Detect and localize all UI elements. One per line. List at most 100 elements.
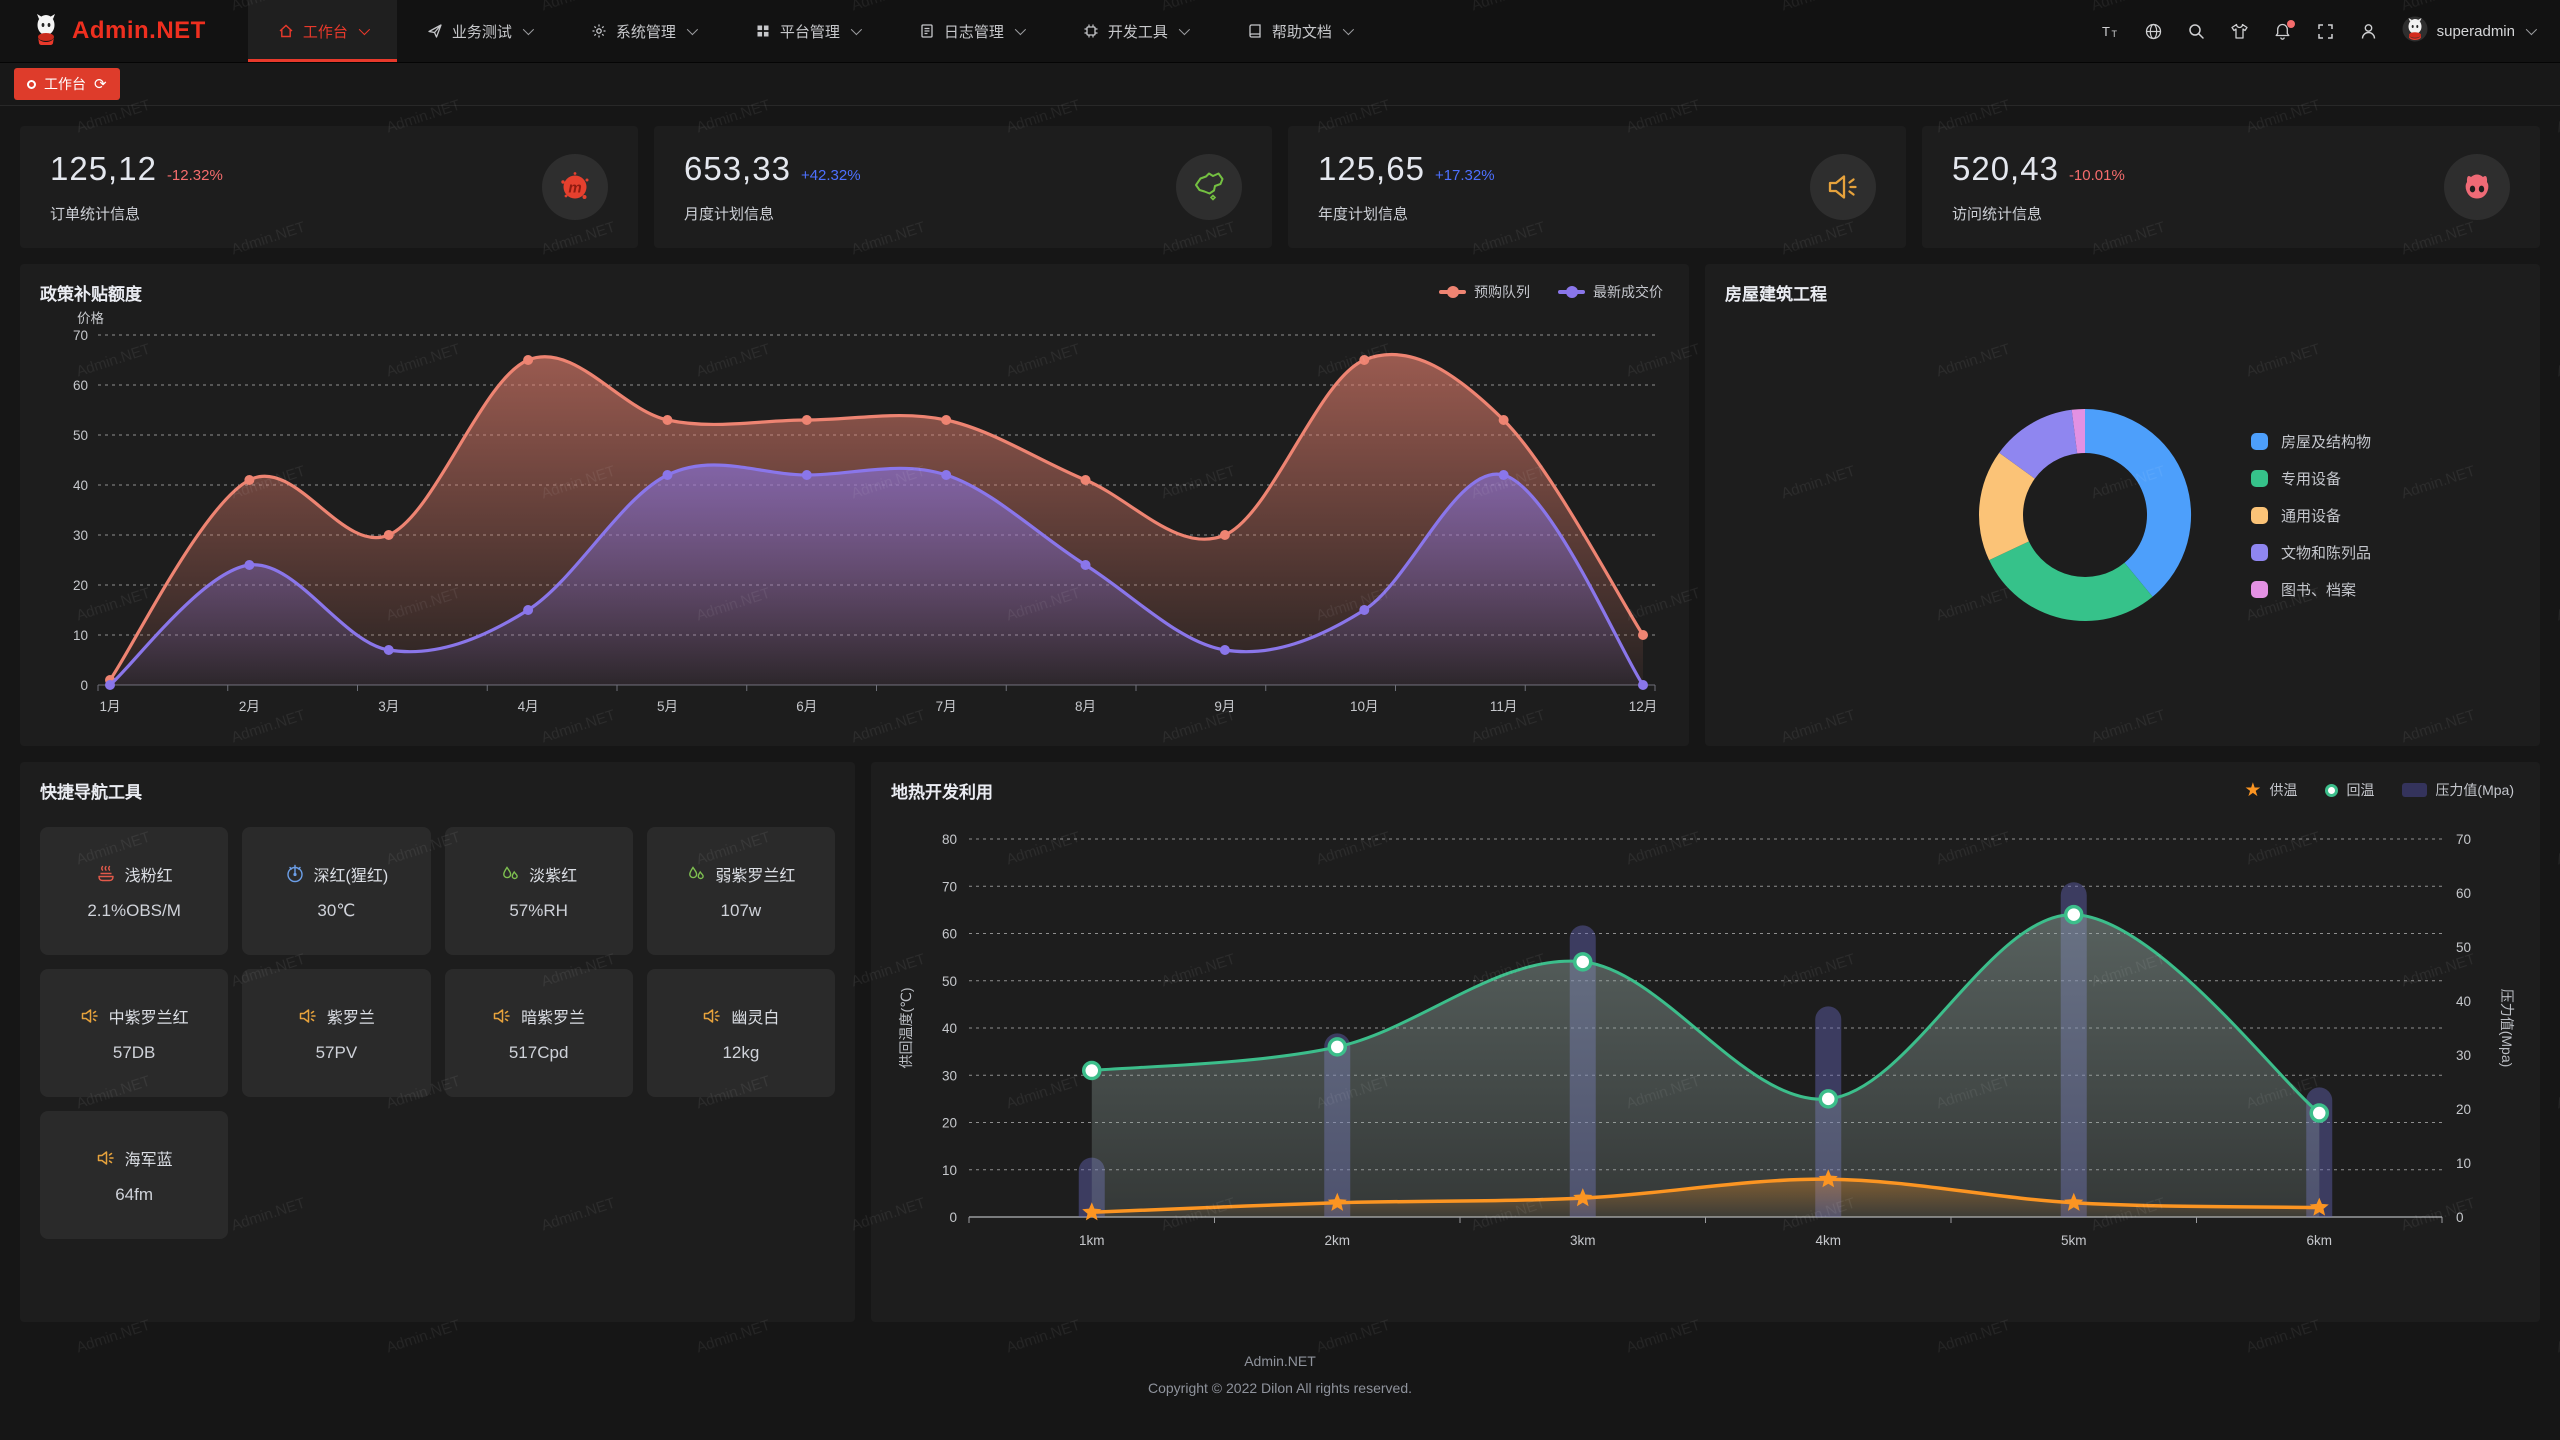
tool-card[interactable]: 紫罗兰 57PV [242, 969, 431, 1097]
panel-title: 政策补贴额度 [40, 285, 142, 304]
stat-trend: -10.01% [2068, 167, 2125, 184]
meetup-icon: m [542, 154, 608, 220]
svg-text:30: 30 [73, 528, 88, 543]
legend-marker [1558, 286, 1585, 298]
tools-grid: 浅粉红 2.1%OBS/M 深红(猩红) 30℃ 淡紫红 57%RH 弱紫罗兰红 107w 中紫… [40, 827, 835, 1239]
tab-dot-icon [27, 79, 36, 89]
svg-text:70: 70 [942, 879, 957, 894]
svg-text:0: 0 [949, 1210, 957, 1225]
legend-item[interactable]: 图书、档案 [2251, 579, 2371, 600]
fullscreen-icon[interactable] [2316, 22, 2335, 41]
tool-card[interactable]: 暗紫罗兰 517Cpd [444, 969, 633, 1097]
stat-card: 125,12 -12.32% 订单统计信息 m [20, 126, 638, 248]
tool-card[interactable]: 淡紫红 57%RH [444, 827, 633, 955]
search-icon[interactable] [2187, 22, 2206, 41]
person-icon[interactable] [2359, 22, 2378, 41]
legend-swatch [2251, 543, 2268, 561]
globe-icon[interactable] [2144, 22, 2163, 41]
tool-card[interactable]: 深红(猩红) 30℃ [242, 827, 431, 955]
legend-item[interactable]: 最新成交价 [1558, 282, 1663, 302]
geothermal-mixed-chart: 0 10 20 30 40 50 60 70 80 0 10 20 30 40 50 60 70 1km 2km 3k… [898, 832, 2515, 1248]
svg-text:T: T [2102, 24, 2110, 39]
tool-card[interactable]: 幽灵白 12kg [646, 969, 835, 1097]
policy-legend: 预购队列 最新成交价 [1439, 282, 1663, 302]
tool-value: 517Cpd [508, 1042, 569, 1062]
logo[interactable]: Admin.NET [30, 0, 206, 62]
tool-card[interactable]: 中紫罗兰红 57DB [40, 969, 229, 1097]
svg-text:1月: 1月 [99, 699, 120, 714]
legend-label: 回温 [2346, 782, 2375, 798]
book-icon [1247, 23, 1263, 39]
legend-item[interactable]: 回温 [2325, 780, 2374, 800]
legend-marker [1439, 286, 1466, 298]
circle-marker-icon [2325, 783, 2339, 797]
svg-text:40: 40 [2456, 994, 2471, 1009]
tab-label: 工作台 [44, 76, 86, 92]
geothermal-legend: ★ 供温 回温 压力值(Mpa) [2244, 780, 2514, 800]
chevron-down-icon [850, 23, 862, 36]
legend-item[interactable]: ★ 供温 [2244, 780, 2297, 800]
legend-item[interactable]: 预购队列 [1439, 282, 1530, 302]
legend-swatch [2251, 432, 2268, 450]
legend-item[interactable]: 通用设备 [2251, 505, 2371, 526]
svg-text:60: 60 [73, 378, 88, 393]
tabs-bar: 工作台 ⟳ [0, 63, 2560, 106]
tool-name: 浅粉红 [124, 867, 173, 885]
badge-dot [2286, 19, 2295, 28]
tool-card[interactable]: 海军蓝 64fm [40, 1111, 229, 1239]
svg-text:7月: 7月 [936, 699, 957, 714]
china-map-icon [1176, 154, 1242, 220]
tool-card[interactable]: 浅粉红 2.1%OBS/M [40, 827, 229, 955]
refresh-icon[interactable]: ⟳ [94, 75, 107, 93]
legend-item[interactable]: 压力值(Mpa) [2402, 780, 2514, 800]
svg-text:10: 10 [942, 1163, 957, 1178]
chip-icon [1083, 23, 1099, 39]
tool-value: 64fm [115, 1184, 154, 1204]
svg-text:20: 20 [2456, 1102, 2471, 1117]
tool-name: 淡紫红 [529, 867, 578, 885]
tool-name: 幽灵白 [731, 1009, 780, 1027]
star-marker-icon: ★ [2244, 779, 2262, 801]
thermometer-icon [285, 864, 305, 884]
legend-item[interactable]: 专用设备 [2251, 468, 2371, 489]
svg-text:60: 60 [942, 927, 957, 942]
menu-item-logs[interactable]: 日志管理 [889, 0, 1053, 62]
stat-trend: +42.32% [800, 167, 861, 184]
speaker-icon [298, 1006, 318, 1026]
menu-item-platform[interactable]: 平台管理 [725, 0, 889, 62]
tool-name: 弱紫罗兰红 [715, 867, 796, 885]
svg-text:m: m [568, 180, 581, 197]
menu-item-business[interactable]: 业务测试 [397, 0, 561, 62]
tab-workbench[interactable]: 工作台 ⟳ [14, 68, 120, 100]
legend-item[interactable]: 文物和陈列品 [2251, 542, 2371, 563]
legend-label: 图书、档案 [2281, 581, 2357, 599]
panel-title: 地热开发利用 [891, 783, 993, 802]
menu-item-docs[interactable]: 帮助文档 [1217, 0, 1381, 62]
tool-card[interactable]: 弱紫罗兰红 107w [646, 827, 835, 955]
bell-icon[interactable] [2273, 19, 2295, 41]
tool-name: 暗紫罗兰 [521, 1009, 586, 1027]
stat-card: 125,65 +17.32% 年度计划信息 [1288, 126, 1906, 248]
menu-item-workbench[interactable]: 工作台 [247, 0, 397, 62]
user-menu[interactable]: superadmin [2402, 16, 2538, 46]
menu-item-system[interactable]: 系统管理 [561, 0, 725, 62]
svg-text:70: 70 [73, 328, 88, 343]
svg-text:50: 50 [73, 428, 88, 443]
stat-trend: +17.32% [1434, 167, 1495, 184]
housing-donut-chart [1979, 408, 2192, 622]
logo-text: Admin.NET [72, 17, 206, 44]
legend-label: 文物和陈列品 [2281, 544, 2372, 562]
horn-icon [1810, 154, 1876, 220]
speaker-icon [80, 1006, 100, 1026]
svg-text:供回温度(℃): 供回温度(℃) [898, 987, 914, 1068]
legend-item[interactable]: 房屋及结构物 [2251, 431, 2371, 452]
svg-text:4月: 4月 [518, 699, 539, 714]
menu-item-devtools[interactable]: 开发工具 [1053, 0, 1217, 62]
theme-icon[interactable] [2230, 22, 2249, 41]
svg-text:80: 80 [942, 832, 957, 847]
chevron-down-icon [358, 23, 370, 36]
steamer-icon [96, 864, 116, 884]
svg-text:T: T [2111, 29, 2117, 39]
